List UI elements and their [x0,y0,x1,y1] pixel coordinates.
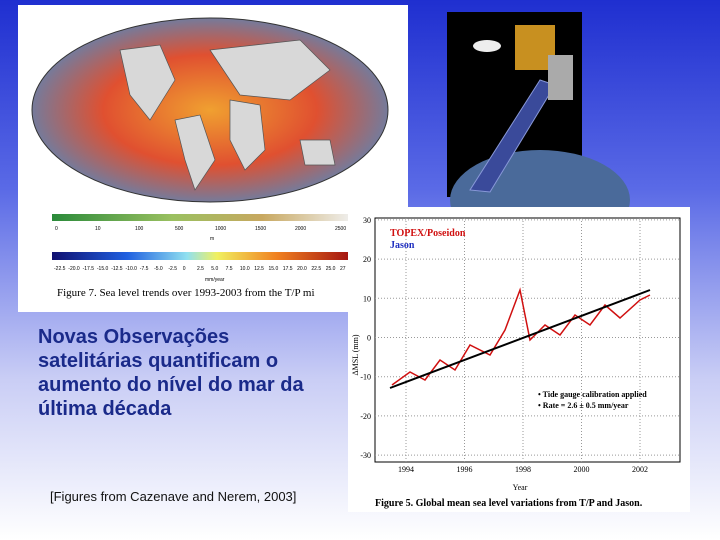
x-tick-label: 1996 [457,465,473,474]
trend-tick: 20.0 [297,266,307,272]
trend-tick: 0 [183,266,186,272]
trend-tick: -10.0 [126,266,138,272]
plot-frame [374,217,681,463]
continents [119,39,336,191]
trend-tick: 2.5 [197,266,204,272]
depth-ticks: 0 10 100 500 1000 1500 2000 2500 [55,226,346,232]
depth-tick: 2500 [335,226,346,232]
trend-tick: 10.0 [240,266,250,272]
note-1: • Tide gauge calibration applied [538,390,647,399]
y-tick-label: 30 [363,216,371,225]
trend-tick: -7.5 [140,266,149,272]
depth-tick: 1000 [215,226,226,232]
trend-line [389,289,651,389]
trend-tick: 12.5 [254,266,264,272]
trend-tick: -22.5 [54,266,66,272]
satellite-module [548,55,573,100]
series-2-label: Jason [390,240,415,251]
note-2: • Rate = 2.6 ± 0.5 mm/year [538,401,629,410]
trend-ticks: -22.5 -20.0 -17.5 -15.0 -12.5 -10.0 -7.5 -5.0 -2… [54,266,346,272]
trend-colorbar [52,252,352,260]
depth-tick: 2000 [295,226,306,232]
trend-tick: -5.0 [154,266,163,272]
body-text: Novas Observações satelitárias quantific… [38,326,304,420]
figure5-caption: Figure 5. Global mean sea level variatio… [375,498,643,509]
depth-tick: 10 [95,226,101,232]
depth-tick: 1500 [255,226,266,232]
trend-tick: -15.0 [97,266,109,272]
x-tick-label: 2000 [574,465,590,474]
figure5-panel [348,207,690,512]
depth-tick: 100 [135,226,144,232]
world-map [31,17,389,203]
y-tick-label: 0 [367,334,371,343]
trend-tick: -17.5 [83,266,95,272]
figure7-caption: Figure 7. Sea level trends over 1993-200… [57,287,315,299]
trend-tick: 7.5 [226,266,233,272]
y-label: ΔMSL (mm) [351,334,360,375]
trend-tick: 15.0 [269,266,279,272]
trend-tick: 22.5 [311,266,321,272]
y-tick-label: -20 [360,412,371,421]
sea-level-curve [391,287,651,386]
trend-tick: 27 [340,266,346,272]
depth-colorbar [52,214,352,221]
x-tick-label: 1998 [515,465,531,474]
y-tick-label: 10 [363,294,371,303]
trend-tick: -20.0 [68,266,80,272]
figure5-axes: 30 20 10 0 -10 -20 -30 1994 1996 1998 2000 2002 [360,216,680,474]
x-label: Year [513,483,528,492]
x-tick-label: 1994 [398,465,414,474]
series-1-label: TOPEX/Poseidon [390,228,466,239]
trend-tick: -12.5 [111,266,123,272]
y-tick-label: 20 [363,255,371,264]
trend-tick: 25.0 [326,266,336,272]
trend-tick: 17.5 [283,266,293,272]
y-tick-label: -30 [360,451,371,460]
citation: [Figures from Cazenave and Nerem, 2003] [50,489,297,504]
trend-tick: 5.0 [211,266,218,272]
y-tick-label: -10 [360,373,371,382]
depth-tick: 500 [175,226,184,232]
antenna [473,40,501,52]
depth-unit: m [210,236,214,242]
depth-tick: 0 [55,226,58,232]
trend-tick: -2.5 [168,266,177,272]
trend-unit: mm/year [205,277,225,283]
x-tick-label: 2002 [632,465,648,474]
